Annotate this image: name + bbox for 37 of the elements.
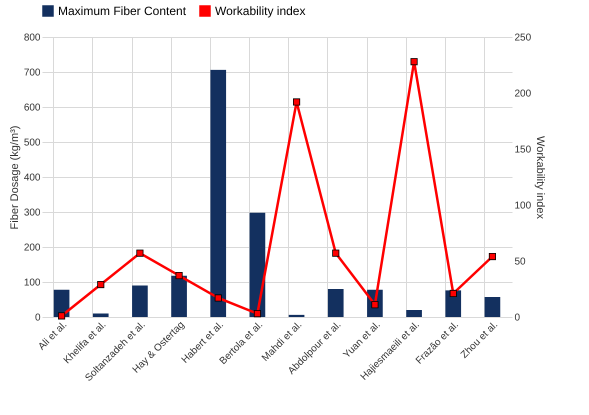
point — [293, 98, 300, 106]
bar — [92, 314, 109, 317]
y-tick-label: 500 — [24, 138, 41, 148]
bar — [210, 70, 226, 317]
point — [488, 252, 496, 260]
y2-tick-label: 200 — [514, 88, 532, 100]
y-tick-label: 300 — [24, 208, 41, 218]
y2-tick-label: 150 — [514, 144, 532, 156]
y2-tick-label: 50 — [514, 256, 526, 268]
bar — [250, 212, 266, 317]
y2-tick-label: 0 — [514, 312, 520, 324]
y2-axis-title: Workability index — [534, 136, 546, 220]
point — [58, 312, 66, 320]
y-tick-label: 600 — [24, 102, 41, 114]
legend-label: Workability index — [215, 4, 306, 18]
point — [136, 250, 144, 257]
y-tick-label: 700 — [24, 68, 41, 78]
point — [176, 272, 183, 280]
bar — [171, 276, 187, 317]
bar — [406, 310, 422, 317]
y2-tick-label: 100 — [514, 200, 532, 212]
point — [254, 310, 261, 318]
y-tick-label: 100 — [24, 278, 41, 288]
y2-tick-label: 250 — [514, 32, 532, 44]
point — [332, 250, 340, 257]
y-tick-label: 800 — [24, 32, 41, 44]
point — [214, 294, 222, 302]
point — [410, 58, 418, 66]
y-axis-title: Fiber Dosage (kg/m³) — [8, 126, 21, 230]
bar — [484, 297, 500, 317]
y-tick-label: 400 — [24, 172, 41, 184]
y-tick-label: 200 — [24, 242, 41, 254]
point — [97, 280, 104, 288]
bar — [328, 289, 344, 317]
point — [450, 290, 457, 298]
legend-label: Maximum Fiber Content — [58, 4, 187, 18]
bar — [132, 286, 148, 317]
